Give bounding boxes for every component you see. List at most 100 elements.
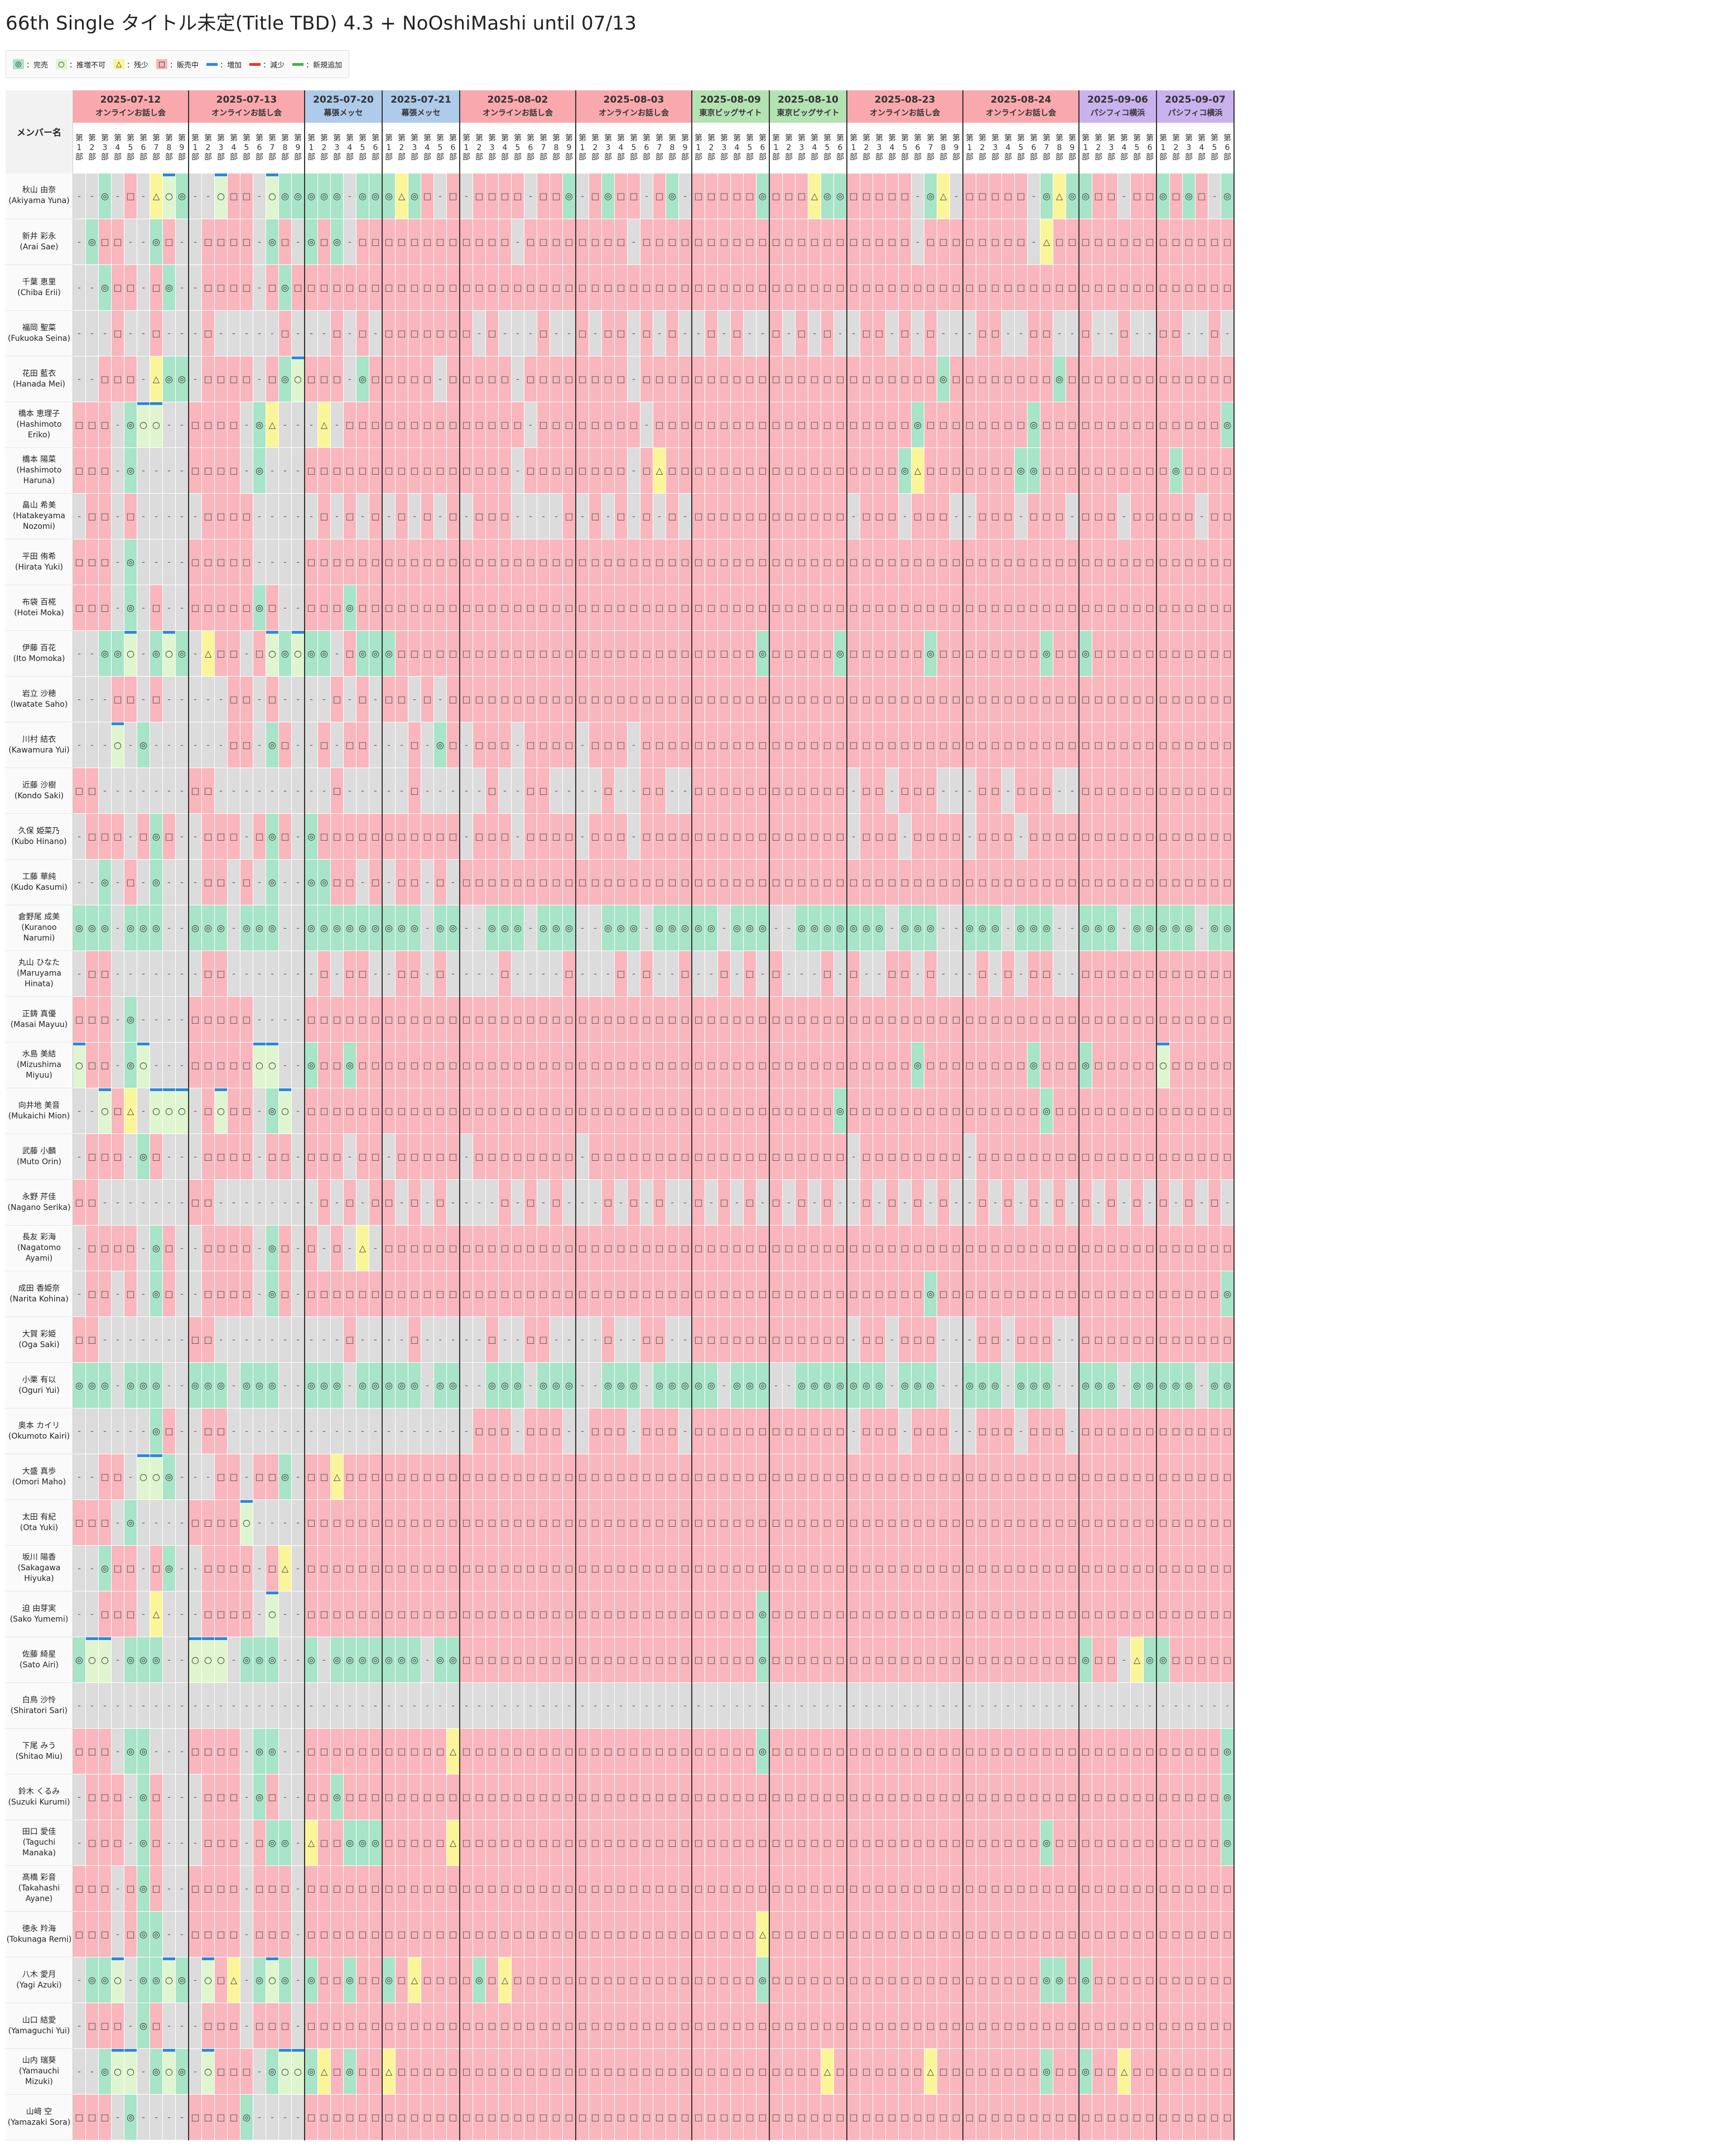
status-cell: ◎	[1156, 1637, 1170, 1683]
status-cell: □	[1221, 1316, 1235, 1363]
status-cell: □	[989, 539, 1002, 585]
status-cell: -	[330, 722, 344, 768]
status-cell: ◎	[382, 1637, 396, 1683]
status-cell: □	[1156, 585, 1170, 631]
status-cell: -	[1117, 493, 1131, 539]
status-cell: -	[446, 859, 460, 905]
status-cell: ◎	[137, 1865, 150, 1912]
status-cell: -	[278, 1591, 292, 1637]
status-cell: □	[1053, 447, 1066, 494]
status-cell: □	[1027, 539, 1040, 585]
status-cell: □	[150, 1774, 163, 1820]
status-cell: □	[743, 219, 756, 265]
status-cell: -	[833, 951, 847, 997]
status-cell: □	[1014, 1134, 1028, 1180]
status-cell: □	[795, 264, 808, 311]
status-cell: -	[150, 539, 163, 585]
status-cell: □	[950, 1728, 963, 1774]
status-cell: □	[976, 585, 989, 631]
status-cell: □	[446, 1545, 460, 1591]
status-cell: -	[627, 813, 640, 860]
status-cell: -	[1092, 1682, 1105, 1729]
status-cell: -	[1027, 219, 1040, 265]
status-cell: □	[1208, 1271, 1221, 1317]
status-cell: -	[782, 310, 796, 356]
status-cell: □	[730, 219, 744, 265]
status-cell: □	[473, 1820, 486, 1866]
status-cell: -	[189, 722, 202, 768]
status-cell: □	[601, 585, 615, 631]
status-cell: □	[278, 1911, 292, 1957]
status-cell: □	[640, 1316, 653, 1363]
status-cell: □	[821, 2003, 834, 2049]
status-cell: □	[1040, 264, 1053, 311]
status-cell: -	[433, 356, 447, 402]
status-cell: □	[1001, 402, 1015, 448]
status-cell: □	[833, 1454, 847, 1500]
status-cell: □	[408, 310, 421, 356]
status-cell: □	[692, 676, 705, 722]
status-cell: ◎	[1221, 1728, 1235, 1774]
status-cell: ◎	[833, 173, 847, 219]
status-cell: □	[446, 1957, 460, 2003]
member-name-en: (Arai Sae)	[20, 242, 59, 252]
status-cell: □	[562, 859, 576, 905]
status-cell: □	[601, 1591, 615, 1637]
status-cell: □	[666, 722, 679, 768]
status-cell: □	[795, 1179, 808, 1226]
status-cell: □	[408, 1088, 421, 1134]
event-date: 2025-07-21	[391, 94, 451, 105]
status-cell: □	[85, 1134, 99, 1180]
status-cell: □	[601, 859, 615, 905]
status-cell: □	[305, 264, 318, 311]
status-cell: □	[1053, 264, 1066, 311]
member-name-jp: 正鋳 真優	[22, 1009, 56, 1019]
status-cell: □	[1130, 1499, 1144, 1546]
status-cell: □	[782, 1408, 796, 1454]
status-cell: □	[1182, 1316, 1196, 1363]
status-cell: □	[769, 219, 783, 265]
status-cell: □	[756, 1225, 770, 1271]
status-cell: □	[924, 951, 937, 997]
status-cell: -	[589, 1362, 602, 1409]
status-cell: □	[537, 1591, 550, 1637]
status-cell: □	[576, 264, 589, 311]
status-cell: □	[1027, 1957, 1040, 2003]
status-cell: □	[666, 264, 679, 311]
status-cell: -	[460, 1408, 473, 1454]
status-cell: ◎	[266, 1637, 279, 1683]
status-cell: □	[1182, 1728, 1196, 1774]
status-cell: □	[743, 1134, 756, 1180]
status-cell: □	[1053, 1591, 1066, 1637]
status-cell: □	[1053, 402, 1066, 448]
status-cell: □	[756, 859, 770, 905]
status-cell: □	[705, 447, 718, 494]
status-cell: □	[1221, 2003, 1235, 2049]
status-cell: -	[175, 859, 189, 905]
status-cell: -	[1001, 310, 1015, 356]
status-cell: ◎	[317, 905, 331, 951]
status-cell: □	[524, 813, 537, 860]
status-cell: □	[989, 1316, 1002, 1363]
legend-label: ：完売	[26, 61, 49, 70]
status-cell: □	[833, 493, 847, 539]
status-cell: □	[356, 219, 369, 265]
status-cell: □	[743, 402, 756, 448]
status-cell: -	[111, 996, 124, 1043]
status-cell: -	[460, 951, 473, 997]
status-cell: □	[627, 1042, 640, 1088]
status-cell: □	[369, 1911, 383, 1957]
status-cell: □	[511, 1774, 524, 1820]
status-cell: □	[1066, 1774, 1079, 1820]
status-cell: ◎	[162, 264, 176, 311]
status-cell: □	[460, 1865, 473, 1912]
status-cell: □	[317, 1911, 331, 1957]
status-cell: □	[317, 2003, 331, 2049]
status-cell: □	[1092, 1728, 1105, 1774]
status-cell: -	[124, 1682, 137, 1729]
member-name-jp: 田口 愛佳	[22, 1827, 56, 1836]
status-cell: ◎	[137, 2003, 150, 2049]
